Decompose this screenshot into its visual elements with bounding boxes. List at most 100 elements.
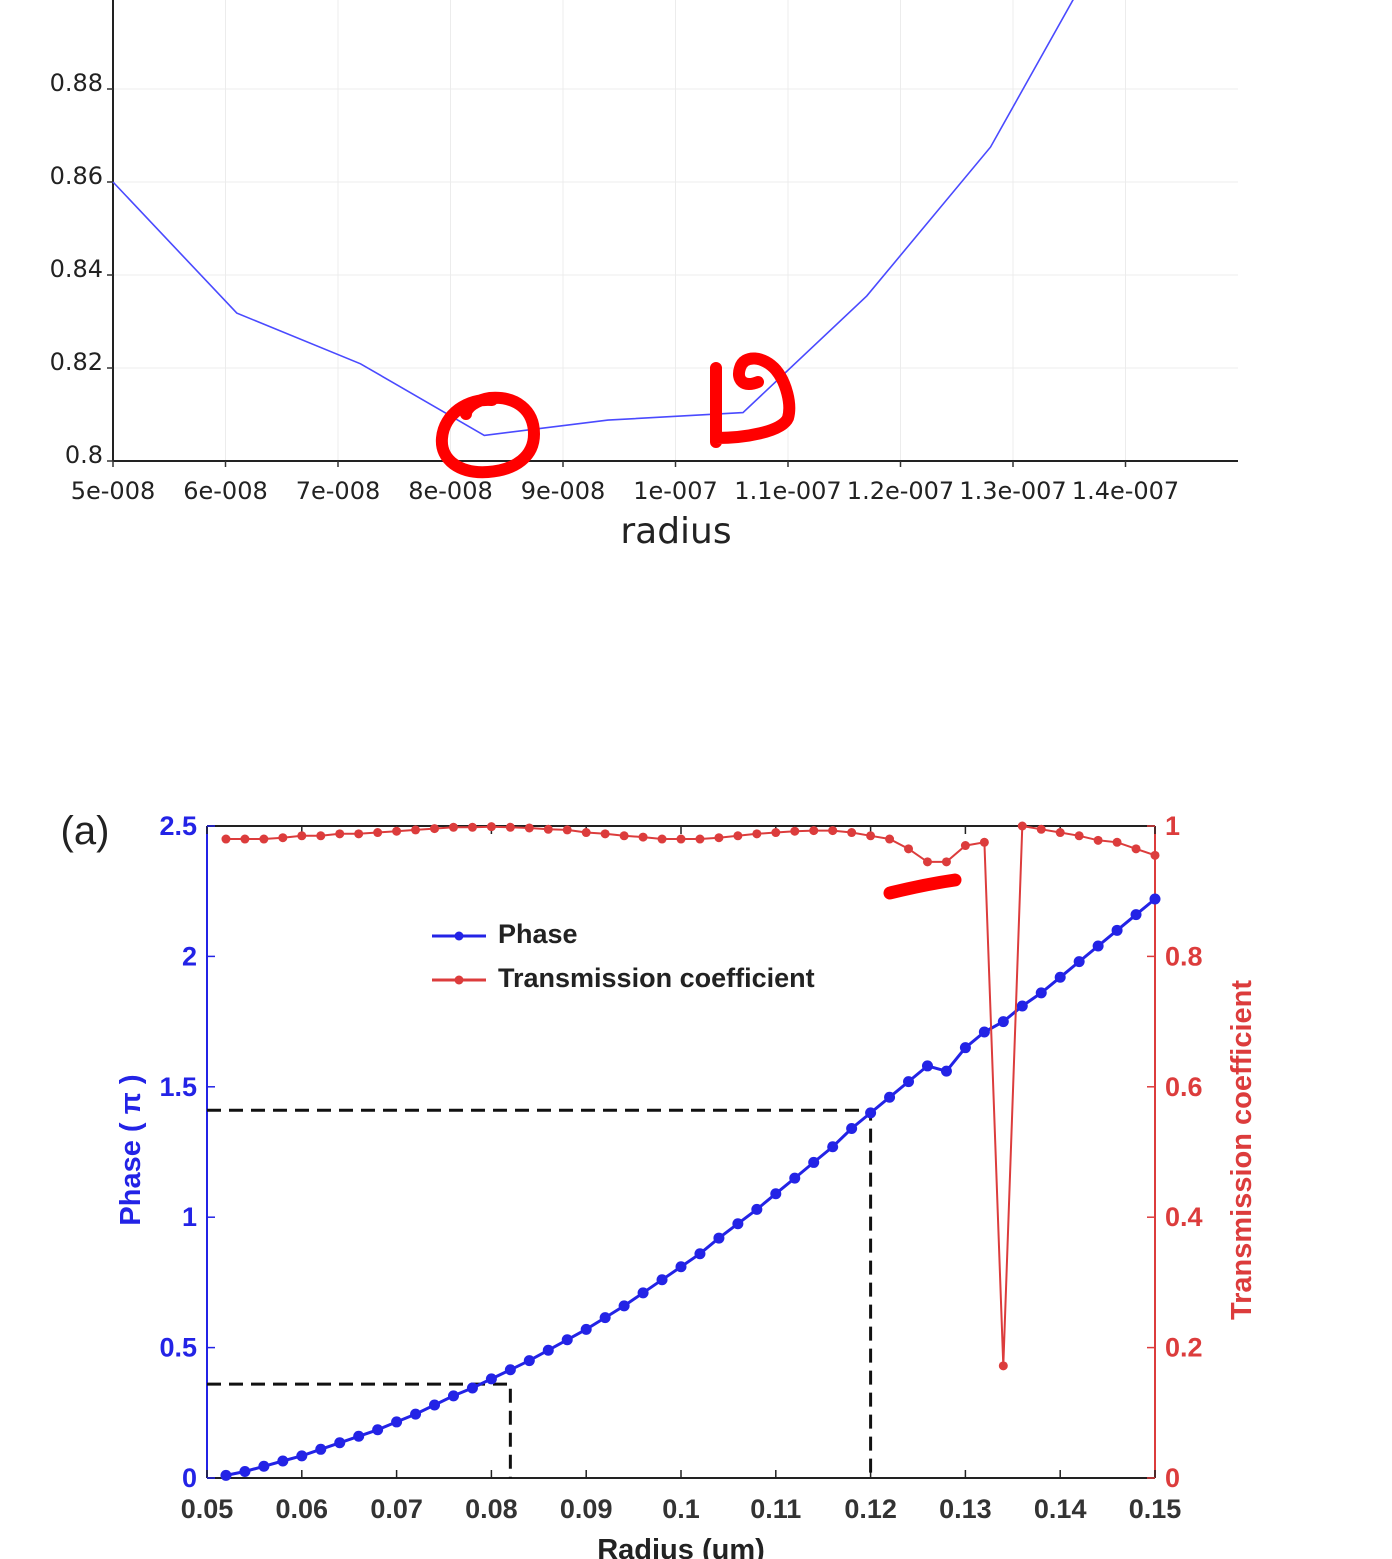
radius-chart-x-tick-label: 8e-008 bbox=[408, 477, 493, 505]
radius-chart-y-tick-label: 0.88 bbox=[50, 69, 103, 97]
phase-transmission-chart: (a) 0.05 0.06 0.07 0.08 0.09 0.1 0.11 0.12 0.13 0… bbox=[61, 809, 1258, 1559]
transmission-point bbox=[809, 826, 819, 836]
phase-chart-frame bbox=[206, 825, 1156, 1479]
radius-chart-x-tick-label: 1.1e-007 bbox=[734, 477, 841, 505]
phase-point bbox=[334, 1437, 346, 1449]
left-axis-title: Phase ( π ) bbox=[115, 1074, 147, 1225]
phase-point bbox=[315, 1443, 327, 1455]
transmission-point bbox=[392, 826, 402, 836]
phase-point bbox=[808, 1156, 820, 1168]
transmission-point bbox=[638, 832, 648, 842]
transmission-point bbox=[448, 822, 458, 832]
transmission-point bbox=[695, 834, 705, 844]
phase-chart-left-tick-label: 1.5 bbox=[159, 1072, 197, 1102]
phase-point bbox=[296, 1450, 308, 1462]
transmission-point bbox=[600, 829, 610, 839]
phase-point bbox=[732, 1218, 744, 1230]
phase-point bbox=[997, 1016, 1009, 1028]
transmission-point bbox=[259, 834, 269, 844]
phase-chart-left-tick-label: 2.5 bbox=[159, 811, 197, 841]
phase-chart-right-tick-label: 0.6 bbox=[1165, 1072, 1203, 1102]
phase-point bbox=[561, 1334, 573, 1346]
phase-point bbox=[637, 1287, 649, 1299]
radius-chart-x-axis-title: radius bbox=[620, 511, 731, 552]
phase-chart-x-tick-label: 0.06 bbox=[276, 1494, 329, 1524]
radius-chart-x-tick-label: 5e-008 bbox=[71, 477, 156, 505]
transmission-point bbox=[486, 822, 496, 832]
transmission-point bbox=[430, 824, 440, 834]
radius-chart-x-tick-label: 1.4e-007 bbox=[1072, 477, 1179, 505]
phase-point bbox=[940, 1065, 952, 1077]
panel-label: (a) bbox=[61, 809, 110, 853]
phase-point bbox=[675, 1261, 687, 1273]
phase-point bbox=[827, 1141, 839, 1153]
transmission-point bbox=[221, 834, 231, 844]
phase-chart-x-tick-label: 0.15 bbox=[1129, 1494, 1182, 1524]
transmission-point bbox=[676, 834, 686, 844]
radius-chart-x-tick-label: 9e-008 bbox=[521, 477, 606, 505]
transmission-point bbox=[998, 1361, 1008, 1371]
transmission-point bbox=[240, 834, 250, 844]
transmission-point bbox=[1055, 828, 1065, 838]
transmission-point bbox=[1093, 835, 1103, 845]
transmission-point bbox=[354, 829, 364, 839]
phase-chart-x-tick-label: 0.11 bbox=[750, 1494, 801, 1524]
transmission-point bbox=[885, 834, 895, 844]
phase-point bbox=[789, 1172, 801, 1184]
transmission-series-line bbox=[226, 824, 1156, 1366]
legend-phase-marker bbox=[454, 931, 464, 941]
transmission-point bbox=[979, 837, 989, 847]
transmission-point bbox=[1017, 821, 1027, 831]
phase-chart-x-tick-label: 0.12 bbox=[844, 1494, 897, 1524]
phase-chart-left-tick-label: 0.5 bbox=[159, 1333, 197, 1363]
phase-chart-right-tick-label: 1 bbox=[1165, 811, 1180, 841]
transmission-point bbox=[278, 833, 288, 843]
phase-chart-x-tick-label: 0.14 bbox=[1034, 1494, 1087, 1524]
phase-point bbox=[542, 1344, 554, 1356]
radius-chart-ticks: 5e-008 6e-008 7e-008 8e-008 9e-008 1e-007 1.1e… bbox=[50, 69, 1180, 505]
phase-point bbox=[751, 1203, 763, 1215]
transmission-point bbox=[922, 857, 932, 867]
phase-point bbox=[523, 1355, 535, 1367]
phase-point bbox=[618, 1300, 630, 1312]
transmission-point bbox=[1131, 844, 1141, 854]
phase-guide-line bbox=[207, 1108, 873, 1478]
phase-point bbox=[865, 1107, 877, 1119]
transmission-point bbox=[335, 829, 345, 839]
phase-point bbox=[429, 1399, 441, 1411]
radius-chart-y-tick-label: 0.82 bbox=[50, 348, 103, 376]
phase-point bbox=[770, 1188, 782, 1200]
phase-point bbox=[1149, 893, 1161, 905]
phase-point bbox=[1073, 956, 1085, 968]
legend-transmission-marker bbox=[454, 975, 464, 985]
transmission-point bbox=[316, 831, 326, 841]
legend-transmission-label: Transmission coefficient bbox=[498, 963, 815, 993]
annotation-dash bbox=[883, 873, 962, 900]
phase-point bbox=[694, 1248, 706, 1260]
phase-point bbox=[504, 1364, 516, 1376]
phase-chart-right-tick-label: 0.8 bbox=[1165, 941, 1203, 971]
chart-legend: Phase Transmission coefficient bbox=[432, 919, 815, 993]
transmission-point bbox=[790, 826, 800, 836]
transmission-point bbox=[657, 834, 667, 844]
transmission-point bbox=[1074, 831, 1084, 841]
phase-chart-ticks: 0.05 0.06 0.07 0.08 0.09 0.1 0.11 0.12 0.13 0.14 0… bbox=[159, 811, 1202, 1524]
transmission-point bbox=[941, 857, 951, 867]
phase-point bbox=[903, 1076, 915, 1088]
radius-chart-line bbox=[112, 0, 1074, 437]
transmission-point bbox=[714, 833, 724, 843]
transmission-point bbox=[828, 826, 838, 836]
phase-point bbox=[239, 1465, 251, 1477]
phase-point bbox=[599, 1312, 611, 1324]
annotation-circle bbox=[435, 391, 540, 479]
annotation-d-mark bbox=[710, 352, 796, 448]
phase-point bbox=[580, 1323, 592, 1335]
phase-chart-right-tick-label: 0.4 bbox=[1165, 1202, 1203, 1232]
right-axis-title: Transmission coefficient bbox=[1226, 980, 1258, 1320]
transmission-point bbox=[543, 824, 553, 834]
radius-chart: 5e-008 6e-008 7e-008 8e-008 9e-008 1e-007 1.1e… bbox=[50, 0, 1238, 552]
transmission-point bbox=[960, 841, 970, 851]
transmission-point bbox=[904, 844, 914, 854]
radius-chart-y-tick-label: 0.8 bbox=[65, 441, 103, 469]
phase-chart-left-tick-label: 2 bbox=[182, 941, 197, 971]
